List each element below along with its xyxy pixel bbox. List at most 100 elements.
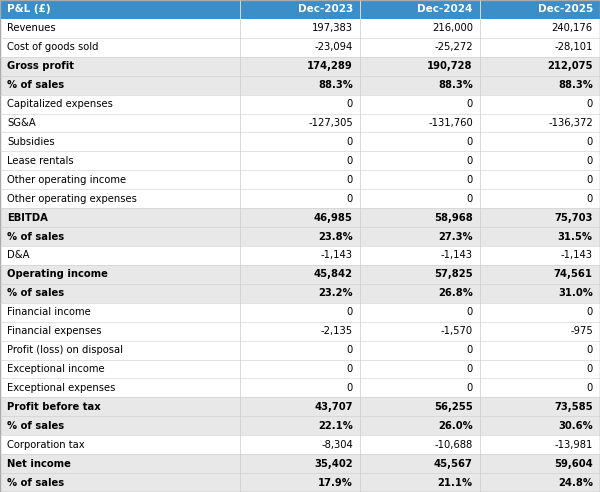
Text: 0: 0 bbox=[467, 156, 473, 166]
Bar bbox=[0, 76, 600, 94]
Text: 21.1%: 21.1% bbox=[437, 478, 473, 488]
Text: 0: 0 bbox=[467, 383, 473, 393]
Text: -1,570: -1,570 bbox=[440, 326, 473, 336]
Text: Profit before tax: Profit before tax bbox=[7, 402, 101, 412]
Text: 75,703: 75,703 bbox=[554, 213, 593, 222]
Text: % of sales: % of sales bbox=[7, 421, 64, 431]
Text: 0: 0 bbox=[587, 307, 593, 317]
Text: 88.3%: 88.3% bbox=[438, 80, 473, 90]
Text: -1,143: -1,143 bbox=[561, 250, 593, 260]
Text: 88.3%: 88.3% bbox=[318, 80, 353, 90]
Text: 26.8%: 26.8% bbox=[438, 288, 473, 298]
Text: 24.8%: 24.8% bbox=[558, 478, 593, 488]
Bar bbox=[0, 454, 600, 473]
Bar bbox=[0, 435, 600, 454]
Bar bbox=[0, 19, 600, 38]
Text: -2,135: -2,135 bbox=[320, 326, 353, 336]
Bar bbox=[0, 398, 600, 416]
Text: % of sales: % of sales bbox=[7, 288, 64, 298]
Text: 17.9%: 17.9% bbox=[318, 478, 353, 488]
Bar bbox=[0, 246, 600, 265]
Text: 23.2%: 23.2% bbox=[318, 288, 353, 298]
Bar bbox=[240, 0, 360, 19]
Text: 43,707: 43,707 bbox=[314, 402, 353, 412]
Text: 58,968: 58,968 bbox=[434, 213, 473, 222]
Bar bbox=[0, 340, 600, 360]
Bar bbox=[0, 473, 600, 492]
Text: 0: 0 bbox=[467, 364, 473, 374]
Text: 88.3%: 88.3% bbox=[558, 80, 593, 90]
Text: 46,985: 46,985 bbox=[314, 213, 353, 222]
Bar bbox=[0, 322, 600, 340]
Text: 0: 0 bbox=[587, 137, 593, 147]
Text: 0: 0 bbox=[587, 156, 593, 166]
Text: Financial income: Financial income bbox=[7, 307, 91, 317]
Text: Financial expenses: Financial expenses bbox=[7, 326, 102, 336]
Text: 0: 0 bbox=[347, 194, 353, 204]
Text: Net income: Net income bbox=[7, 459, 71, 468]
Text: 0: 0 bbox=[587, 175, 593, 185]
Text: -1,143: -1,143 bbox=[441, 250, 473, 260]
Text: 240,176: 240,176 bbox=[551, 24, 593, 33]
Bar bbox=[0, 378, 600, 398]
Text: 0: 0 bbox=[467, 137, 473, 147]
Text: 57,825: 57,825 bbox=[434, 270, 473, 279]
Text: 0: 0 bbox=[467, 99, 473, 109]
Text: Dec-2023: Dec-2023 bbox=[298, 4, 353, 14]
Bar bbox=[0, 189, 600, 208]
Bar bbox=[0, 303, 600, 322]
Text: 0: 0 bbox=[587, 194, 593, 204]
Text: % of sales: % of sales bbox=[7, 80, 64, 90]
Text: Other operating income: Other operating income bbox=[7, 175, 127, 185]
Text: 73,585: 73,585 bbox=[554, 402, 593, 412]
Text: 197,383: 197,383 bbox=[312, 24, 353, 33]
Text: 212,075: 212,075 bbox=[547, 61, 593, 71]
Text: 174,289: 174,289 bbox=[307, 61, 353, 71]
Bar bbox=[0, 208, 600, 227]
Text: 0: 0 bbox=[467, 175, 473, 185]
Bar bbox=[0, 0, 240, 19]
Text: -136,372: -136,372 bbox=[548, 118, 593, 128]
Text: Subsidies: Subsidies bbox=[7, 137, 55, 147]
Text: Cost of goods sold: Cost of goods sold bbox=[7, 42, 98, 52]
Text: 0: 0 bbox=[467, 194, 473, 204]
Text: Other operating expenses: Other operating expenses bbox=[7, 194, 137, 204]
Text: 74,561: 74,561 bbox=[554, 270, 593, 279]
Text: 0: 0 bbox=[347, 175, 353, 185]
Bar bbox=[0, 132, 600, 152]
Text: 22.1%: 22.1% bbox=[318, 421, 353, 431]
Bar bbox=[0, 416, 600, 435]
Text: 0: 0 bbox=[347, 364, 353, 374]
Text: P&L (£): P&L (£) bbox=[7, 4, 51, 14]
Text: 0: 0 bbox=[587, 383, 593, 393]
Text: Exceptional income: Exceptional income bbox=[7, 364, 105, 374]
Text: -8,304: -8,304 bbox=[321, 440, 353, 450]
Bar bbox=[0, 227, 600, 246]
Text: SG&A: SG&A bbox=[7, 118, 36, 128]
Text: 23.8%: 23.8% bbox=[318, 232, 353, 242]
Text: -23,094: -23,094 bbox=[314, 42, 353, 52]
Text: 56,255: 56,255 bbox=[434, 402, 473, 412]
Text: 26.0%: 26.0% bbox=[438, 421, 473, 431]
Text: 0: 0 bbox=[347, 156, 353, 166]
Text: 59,604: 59,604 bbox=[554, 459, 593, 468]
Text: Exceptional expenses: Exceptional expenses bbox=[7, 383, 116, 393]
Bar bbox=[0, 152, 600, 170]
Text: Operating income: Operating income bbox=[7, 270, 108, 279]
Text: 0: 0 bbox=[347, 137, 353, 147]
Bar bbox=[0, 94, 600, 114]
Text: EBITDA: EBITDA bbox=[7, 213, 48, 222]
Text: -127,305: -127,305 bbox=[308, 118, 353, 128]
Text: 0: 0 bbox=[467, 345, 473, 355]
Text: Gross profit: Gross profit bbox=[7, 61, 74, 71]
Text: 216,000: 216,000 bbox=[432, 24, 473, 33]
Text: % of sales: % of sales bbox=[7, 232, 64, 242]
Text: Corporation tax: Corporation tax bbox=[7, 440, 85, 450]
Bar bbox=[0, 38, 600, 57]
Text: Dec-2024: Dec-2024 bbox=[418, 4, 473, 14]
Text: % of sales: % of sales bbox=[7, 478, 64, 488]
Text: 31.5%: 31.5% bbox=[558, 232, 593, 242]
Text: 45,567: 45,567 bbox=[434, 459, 473, 468]
Text: Lease rentals: Lease rentals bbox=[7, 156, 74, 166]
Text: -28,101: -28,101 bbox=[554, 42, 593, 52]
